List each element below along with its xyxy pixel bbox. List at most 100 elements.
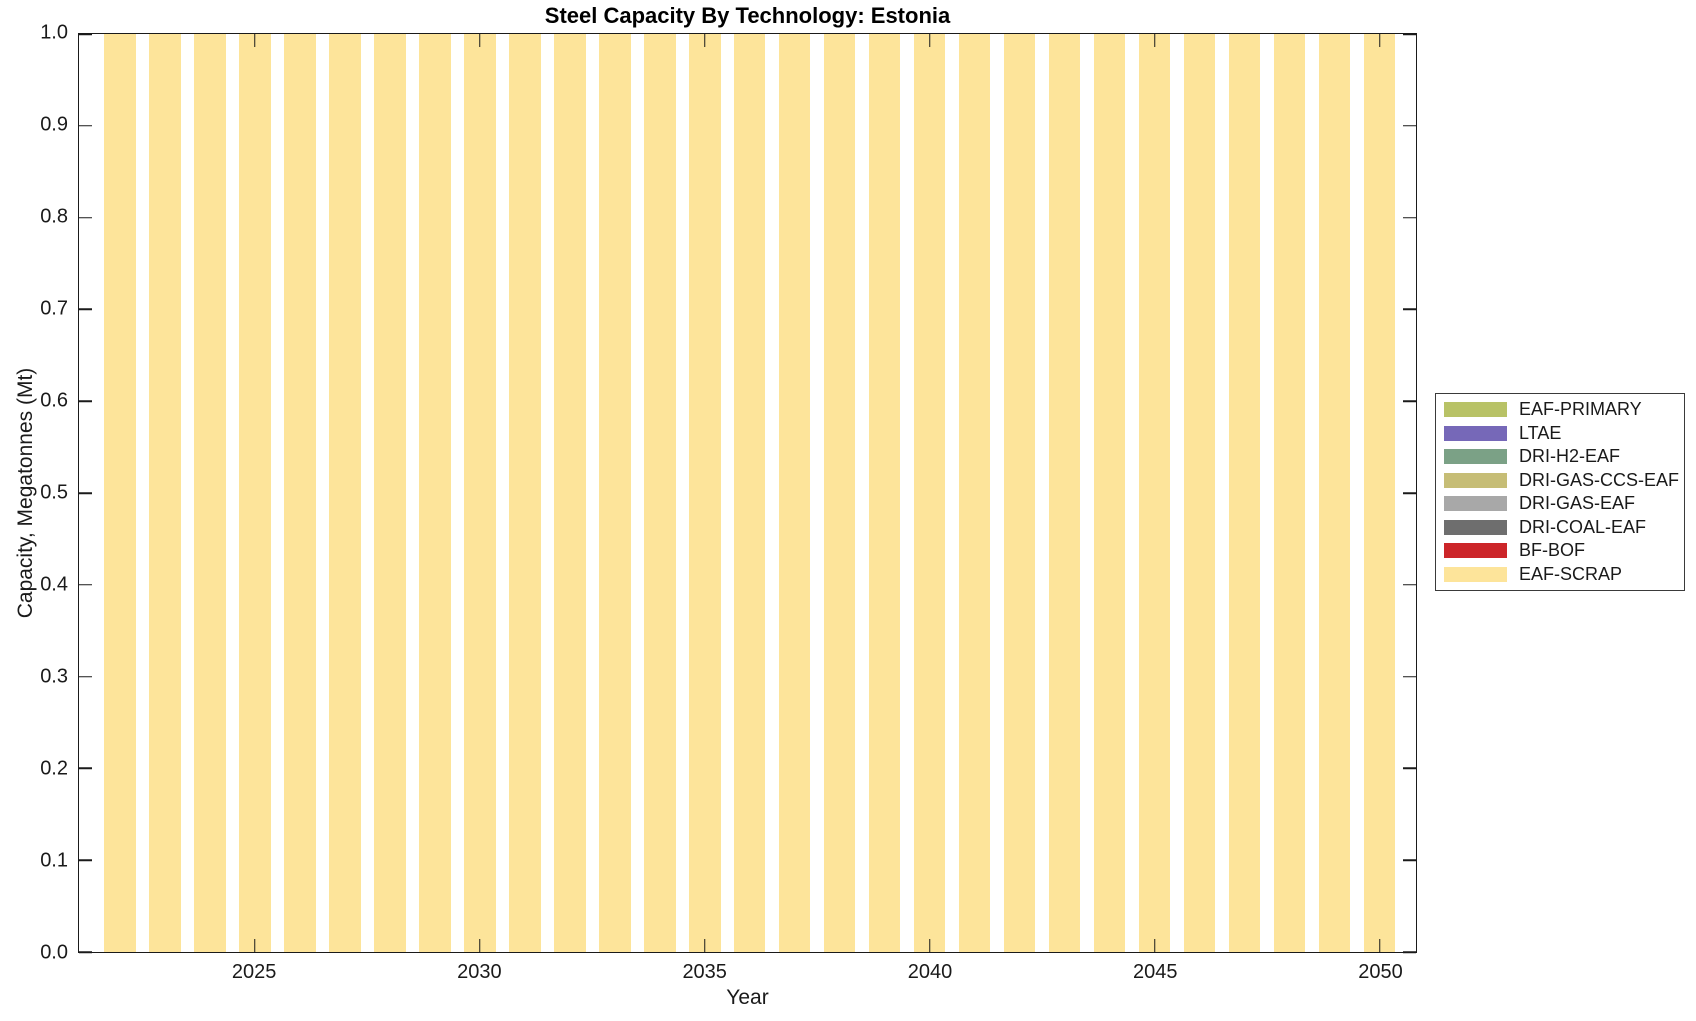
y-tick-0.3	[79, 675, 92, 678]
x-tick-2050	[1378, 34, 1381, 47]
x-tick-2025	[254, 34, 256, 47]
bar-2040-eaf-scrap	[913, 34, 946, 952]
x-tick-2040	[928, 939, 931, 952]
x-tick-label-2035: 2035	[682, 961, 727, 983]
legend-swatch-eaf-primary	[1444, 402, 1507, 418]
bar-2048-eaf-scrap	[1273, 34, 1306, 952]
bar-2030-eaf-scrap	[464, 34, 496, 952]
bar-2044-eaf-scrap	[1093, 34, 1126, 952]
legend-row-eaf-scrap: EAF-SCRAP	[1444, 564, 1684, 585]
legend-row-dri-coal-eaf: DRI-COAL-EAF	[1444, 517, 1684, 538]
y-tick-label-0.1: 0.1	[40, 849, 68, 872]
legend-swatch-eaf-scrap	[1444, 566, 1507, 582]
y-tick-label-0.9: 0.9	[40, 113, 68, 136]
legend-row-ltae: LTAE	[1444, 423, 1684, 444]
y-tick-0.1	[79, 859, 92, 861]
legend-row-bf-bof: BF-BOF	[1444, 540, 1684, 561]
bar-2022-eaf-scrap	[104, 34, 136, 952]
legend: EAF-PRIMARY LTAE DRI-H2-EAF DRI-GAS-CCS-EAF…	[1435, 393, 1685, 591]
bar-2034-eaf-scrap	[644, 34, 676, 952]
bar-2036-eaf-scrap	[734, 34, 766, 952]
plot-area	[78, 33, 1417, 953]
legend-swatch-ltae	[1444, 425, 1507, 441]
y-tick-label-0.5: 0.5	[40, 481, 68, 504]
y-tick-label-0.7: 0.7	[40, 297, 68, 320]
x-tick-2040	[928, 34, 931, 47]
legend-label-eaf-scrap: EAF-SCRAP	[1519, 563, 1623, 584]
y-tick-0.1	[1403, 859, 1416, 861]
y-tick-0.6	[79, 400, 92, 402]
bar-2039-eaf-scrap	[868, 34, 901, 952]
y-tick-0.5	[79, 492, 92, 494]
x-tick-2050	[1378, 939, 1381, 952]
x-tick-2030	[479, 34, 481, 47]
bar-2023-eaf-scrap	[149, 34, 181, 952]
x-tick-2035	[704, 939, 706, 952]
bar-2047-eaf-scrap	[1228, 34, 1261, 952]
chart-title: Steel Capacity By Technology: Estonia	[544, 3, 951, 28]
bar-2035-eaf-scrap	[689, 34, 721, 952]
legend-row-dri-gas-eaf: DRI-GAS-EAF	[1444, 493, 1684, 514]
x-tick-2025	[254, 939, 256, 952]
bar-2042-eaf-scrap	[1003, 34, 1036, 952]
x-tick-2045	[1153, 939, 1156, 952]
bar-2028-eaf-scrap	[374, 34, 406, 952]
y-tick-label-1.0: 1.0	[40, 21, 68, 44]
y-tick-0.4	[79, 584, 92, 586]
y-tick-0.7	[1403, 308, 1416, 311]
y-tick-0.6	[1403, 400, 1416, 402]
y-tick-label-0.4: 0.4	[40, 573, 68, 596]
bar-2045-eaf-scrap	[1138, 34, 1171, 952]
bar-2049-eaf-scrap	[1318, 34, 1351, 952]
x-tick-2035	[704, 34, 706, 47]
bar-2043-eaf-scrap	[1048, 34, 1081, 952]
bar-2033-eaf-scrap	[599, 34, 631, 952]
legend-label-bf-bof: BF-BOF	[1519, 540, 1585, 561]
y-tick-1.0	[79, 33, 92, 35]
legend-swatch-dri-gas-eaf	[1444, 496, 1507, 512]
legend-label-dri-h2-eaf: DRI-H2-EAF	[1519, 446, 1621, 467]
bar-2050-eaf-scrap	[1363, 34, 1396, 952]
y-tick-0.9	[79, 125, 92, 127]
x-tick-label-2030: 2030	[457, 961, 502, 983]
legend-row-eaf-primary: EAF-PRIMARY	[1444, 399, 1684, 420]
legend-label-dri-gas-ccs-eaf: DRI-GAS-CCS-EAF	[1519, 469, 1680, 490]
y-tick-label-0.3: 0.3	[40, 665, 68, 688]
y-tick-0.2	[1403, 767, 1416, 770]
x-axis-label: Year	[726, 986, 769, 1009]
bar-2026-eaf-scrap	[284, 34, 316, 952]
bar-2025-eaf-scrap	[239, 34, 271, 952]
x-tick-label-2050: 2050	[1358, 961, 1403, 983]
y-tick-0.7	[79, 308, 92, 311]
x-tick-label-2025: 2025	[231, 961, 277, 983]
legend-label-ltae: LTAE	[1519, 422, 1562, 443]
y-tick-0.2	[79, 767, 92, 770]
y-tick-label-0.8: 0.8	[40, 205, 68, 228]
y-tick-0.8	[79, 216, 92, 219]
y-tick-0.5	[1403, 492, 1416, 494]
bar-2037-eaf-scrap	[778, 34, 811, 952]
bar-2024-eaf-scrap	[194, 34, 226, 952]
legend-row-dri-gas-ccs-eaf: DRI-GAS-CCS-EAF	[1444, 470, 1684, 491]
y-tick-label-0.0: 0.0	[40, 941, 68, 964]
legend-swatch-dri-gas-ccs-eaf	[1444, 472, 1507, 488]
bar-2032-eaf-scrap	[554, 34, 586, 952]
legend-row-dri-h2-eaf: DRI-H2-EAF	[1444, 446, 1684, 467]
y-tick-0.8	[1403, 216, 1416, 219]
x-tick-2030	[479, 939, 481, 952]
y-tick-1.0	[1403, 33, 1416, 35]
legend-swatch-bf-bof	[1444, 543, 1507, 559]
bar-2046-eaf-scrap	[1183, 34, 1216, 952]
y-tick-0.3	[1403, 675, 1416, 678]
bar-2041-eaf-scrap	[958, 34, 991, 952]
y-tick-0.0	[79, 951, 92, 953]
plot-canvas	[79, 33, 1416, 953]
y-tick-0.4	[1403, 584, 1416, 586]
y-tick-0.0	[1403, 951, 1416, 953]
legend-label-dri-coal-eaf: DRI-COAL-EAF	[1519, 516, 1647, 537]
y-tick-label-0.2: 0.2	[40, 757, 68, 780]
y-axis-label: Capacity, Megatonnes (Mt)	[14, 367, 37, 619]
legend-swatch-dri-coal-eaf	[1444, 519, 1507, 535]
x-tick-label-2040: 2040	[907, 961, 953, 983]
